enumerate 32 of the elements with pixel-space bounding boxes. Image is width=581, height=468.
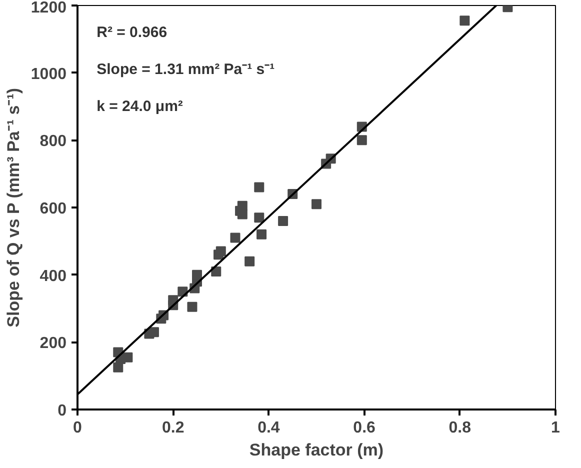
y-axis-title: Slope of Q vs P (mm³ Pa⁻¹ s⁻¹): [4, 88, 23, 328]
point: [254, 212, 264, 223]
x-axis-title: Shape factor (m): [249, 440, 384, 460]
y-tick-label: 1000: [30, 66, 67, 83]
point: [278, 216, 288, 226]
point: [148, 327, 159, 338]
x-tick-label: 1: [551, 420, 560, 436]
y-tick-label: 400: [40, 268, 67, 285]
x-tick-label: 0.4: [258, 420, 280, 436]
point: [312, 199, 322, 210]
point: [244, 256, 255, 266]
point: [187, 302, 198, 312]
point: [230, 232, 240, 243]
y-tick-label: 600: [40, 200, 67, 218]
point: [356, 135, 367, 146]
x-tick-label: 0.2: [162, 420, 184, 436]
x-tick-label: 0.8: [448, 420, 472, 436]
annotation: Slope = 1.31 mm² Pa⁻¹ s⁻¹: [96, 60, 275, 78]
point: [460, 16, 470, 26]
point: [254, 182, 264, 192]
y-tick-label: 800: [40, 133, 67, 150]
x-tick-label: 0.6: [353, 420, 376, 436]
annotation: k = 24.0 μm²: [96, 98, 183, 115]
point: [256, 229, 267, 240]
point: [122, 352, 133, 362]
y-tick-label: 200: [40, 335, 67, 352]
y-tick-label: 0: [58, 402, 67, 420]
x-tick-label: 0: [73, 420, 82, 436]
y-tick-label: 1200: [30, 0, 67, 16]
point: [237, 209, 248, 220]
point: [216, 246, 226, 256]
annotation: R² = 0.966: [96, 24, 168, 41]
